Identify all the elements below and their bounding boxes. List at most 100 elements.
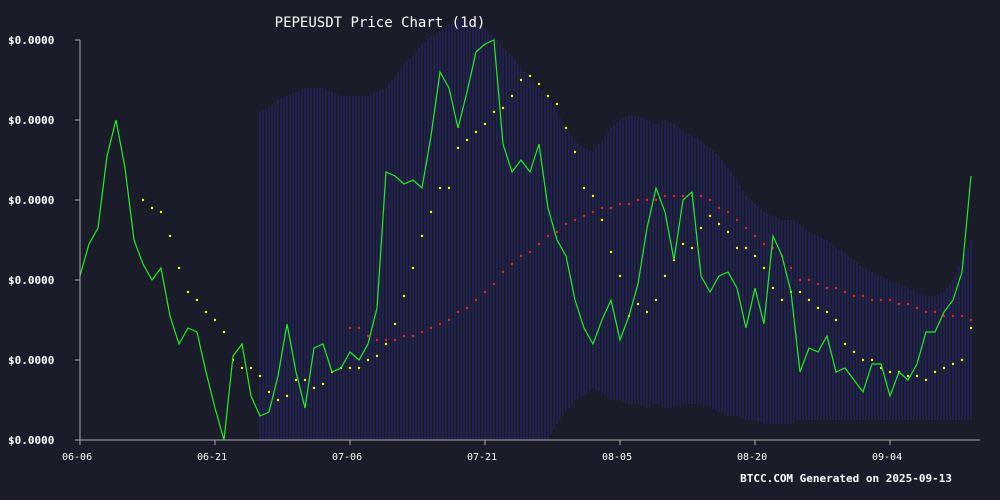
sma-long-point-27 [591, 210, 595, 214]
sma-long-point-5 [393, 338, 397, 342]
sma-long-point-61 [897, 302, 901, 306]
sma-short-point-29 [402, 294, 406, 298]
sma-short-point-89 [942, 366, 946, 370]
sma-short-point-24 [357, 366, 361, 370]
sma-short-point-80 [861, 358, 865, 362]
sma-short-point-5 [186, 290, 190, 294]
sma-long-point-7 [411, 334, 415, 338]
sma-short-point-31 [420, 234, 424, 238]
sma-long-point-62 [906, 302, 910, 306]
sma-short-point-86 [915, 374, 919, 378]
sma-long-point-50 [798, 278, 802, 282]
sma-long-point-39 [699, 194, 703, 198]
sma-long-point-66 [942, 314, 946, 318]
x-tick-label-2: 07-06 [332, 452, 362, 463]
sma-short-point-52 [609, 250, 613, 254]
sma-short-point-75 [816, 306, 820, 310]
sma-long-point-56 [852, 294, 856, 298]
sma-short-point-42 [519, 78, 523, 82]
sma-long-point-41 [717, 206, 721, 210]
sma-short-point-69 [762, 266, 766, 270]
sma-long-point-2 [366, 334, 370, 338]
sma-short-point-2 [159, 210, 163, 214]
sma-short-point-15 [276, 398, 280, 402]
y-tick-label-2: $0.0000 [8, 274, 54, 287]
sma-long-point-67 [951, 314, 955, 318]
sma-short-point-7 [204, 310, 208, 314]
sma-short-point-51 [600, 218, 604, 222]
sma-short-point-57 [654, 298, 658, 302]
sma-long-point-13 [465, 306, 469, 310]
sma-short-point-9 [222, 330, 226, 334]
sma-long-point-10 [438, 322, 442, 326]
sma-long-point-42 [726, 210, 730, 214]
sma-short-point-18 [303, 378, 307, 382]
sma-short-point-46 [555, 102, 559, 106]
y-tick-label-0: $0.0000 [8, 434, 54, 447]
sma-long-point-23 [555, 230, 559, 234]
sma-long-point-45 [753, 234, 757, 238]
sma-short-point-79 [852, 350, 856, 354]
sma-short-point-53 [618, 274, 622, 278]
x-tick-label-6: 09-04 [872, 452, 902, 463]
sma-long-point-1 [357, 326, 361, 330]
sma-short-point-65 [726, 230, 730, 234]
sma-short-point-76 [825, 310, 829, 314]
sma-long-point-6 [402, 334, 406, 338]
sma-short-point-48 [573, 150, 577, 154]
sma-short-point-11 [240, 366, 244, 370]
x-tick-label-5: 08-20 [737, 452, 767, 463]
sma-short-point-41 [510, 94, 514, 98]
sma-short-point-78 [843, 342, 847, 346]
sma-long-point-34 [654, 198, 658, 202]
sma-short-point-44 [537, 82, 541, 86]
sma-short-point-36 [465, 138, 469, 142]
sma-long-point-51 [807, 278, 811, 282]
sma-short-point-4 [177, 266, 181, 270]
sma-short-point-20 [321, 382, 325, 386]
sma-short-point-13 [258, 374, 262, 378]
sma-short-point-73 [798, 290, 802, 294]
sma-short-point-67 [744, 246, 748, 250]
sma-short-point-77 [834, 318, 838, 322]
sma-long-point-26 [582, 214, 586, 218]
sma-short-point-37 [474, 130, 478, 134]
sma-short-point-35 [456, 146, 460, 150]
sma-long-point-8 [420, 330, 424, 334]
sma-short-point-49 [582, 186, 586, 190]
sma-long-point-35 [663, 194, 667, 198]
sma-long-point-12 [456, 310, 460, 314]
sma-short-point-47 [564, 126, 568, 130]
sma-short-point-85 [906, 374, 910, 378]
sma-short-point-27 [384, 342, 388, 346]
sma-short-point-50 [591, 194, 595, 198]
sma-long-point-63 [915, 306, 919, 310]
sma-short-point-30 [411, 266, 415, 270]
sma-long-point-24 [564, 222, 568, 226]
sma-short-point-88 [933, 370, 937, 374]
sma-short-point-70 [771, 286, 775, 290]
x-tick-label-1: 06-21 [197, 452, 227, 463]
sma-long-point-0 [348, 326, 352, 330]
x-ticks: 06-06 06-21 07-06 07-21 08-05 08-20 09-04 [62, 440, 902, 463]
sma-long-point-57 [861, 294, 865, 298]
y-tick-label-3: $0.0000 [8, 194, 54, 207]
sma-short-point-55 [636, 302, 640, 306]
sma-short-point-14 [267, 390, 271, 394]
sma-long-point-9 [429, 326, 433, 330]
sma-short-point-40 [501, 106, 505, 110]
sma-short-point-3 [168, 234, 172, 238]
sma-long-point-22 [546, 234, 550, 238]
sma-long-point-30 [618, 202, 622, 206]
sma-short-point-64 [717, 222, 721, 226]
sma-long-series [348, 194, 973, 342]
sma-long-point-25 [573, 218, 577, 222]
sma-long-point-33 [645, 198, 649, 202]
sma-short-point-0 [141, 198, 145, 202]
sma-long-point-18 [510, 262, 514, 266]
sma-short-point-8 [213, 318, 217, 322]
sma-short-point-66 [735, 246, 739, 250]
sma-long-point-11 [447, 318, 451, 322]
